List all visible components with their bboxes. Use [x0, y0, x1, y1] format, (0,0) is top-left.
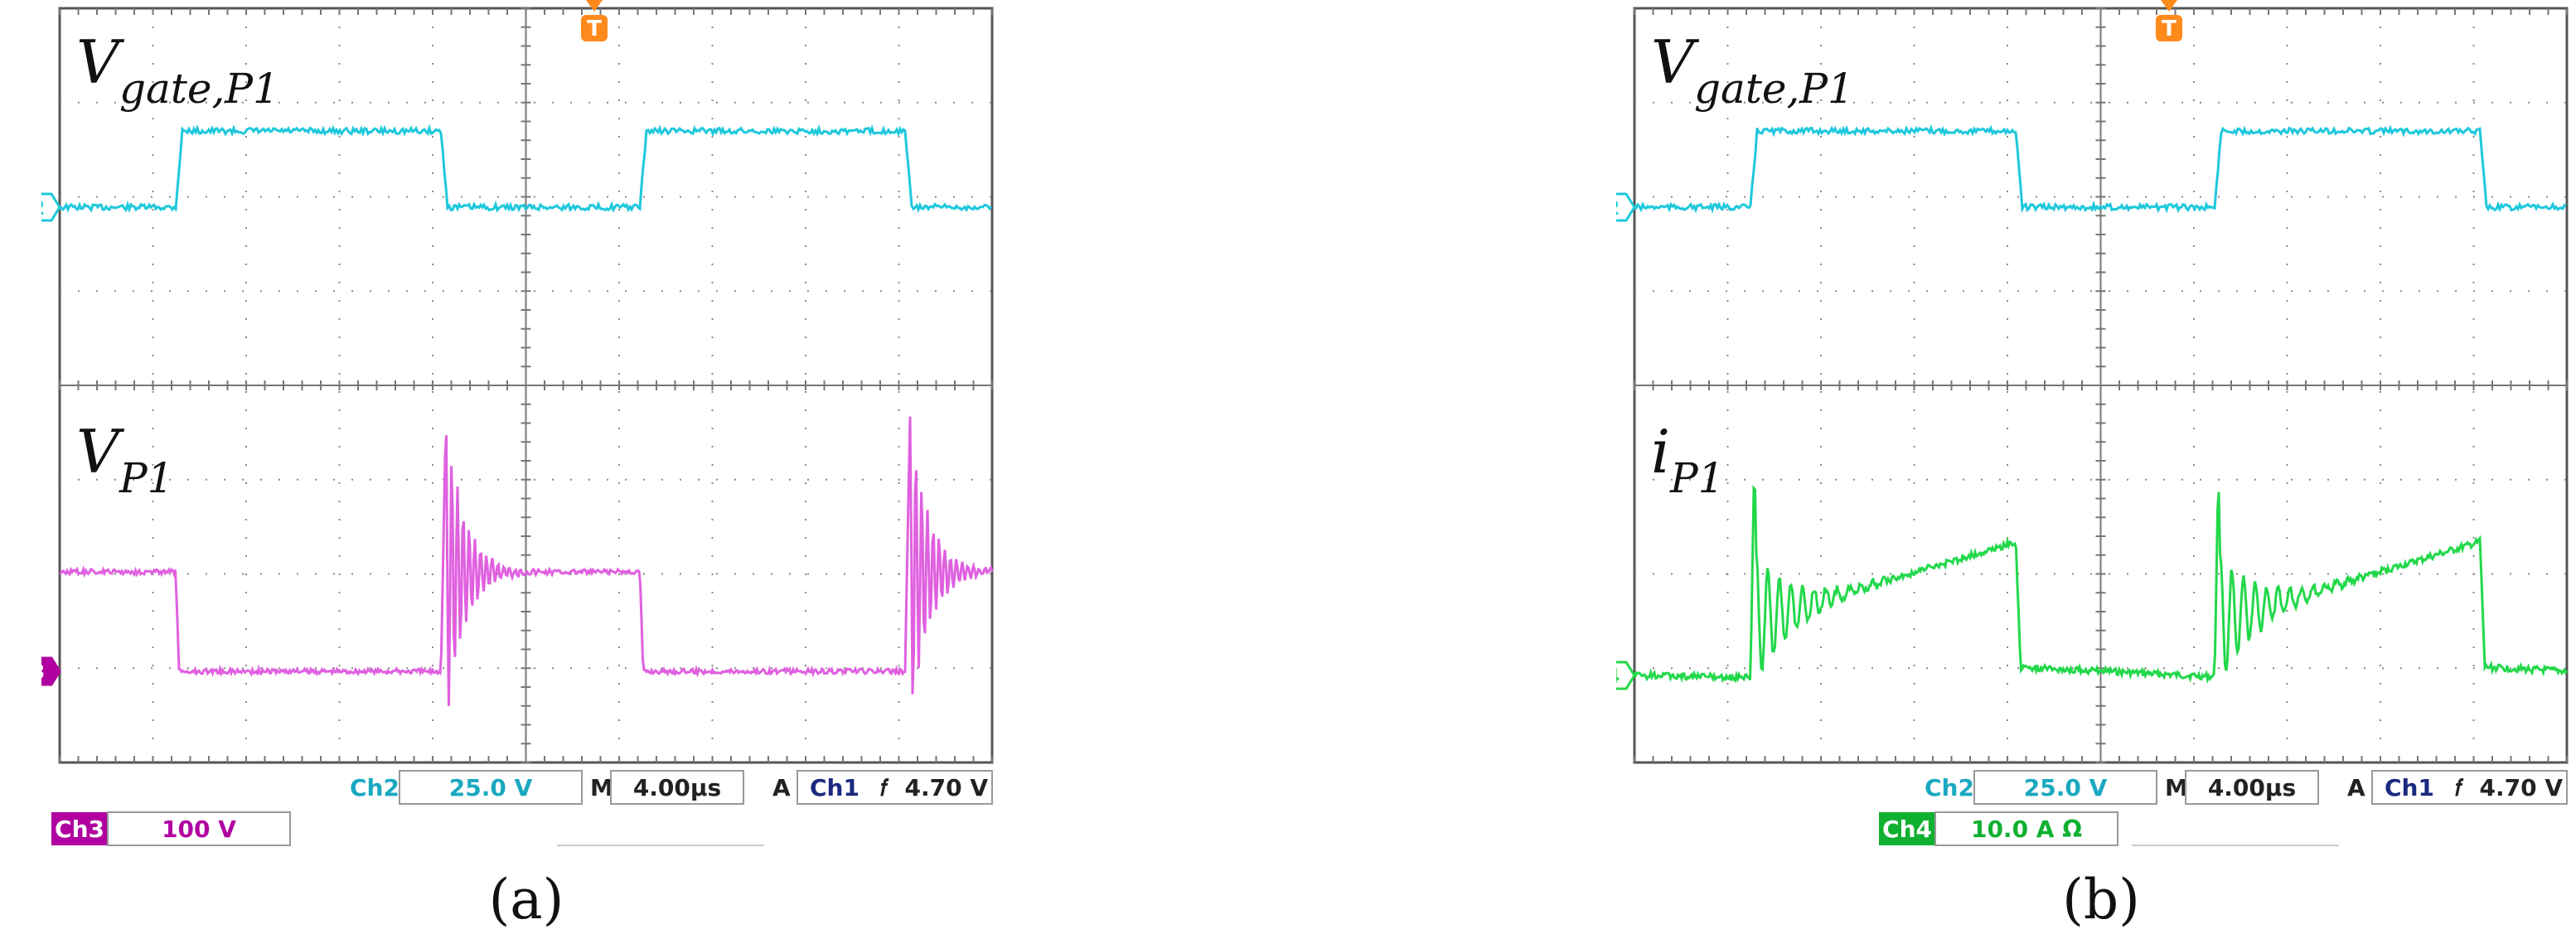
trace-ch-bottom	[59, 416, 994, 706]
panel-label: (b)	[2062, 868, 2140, 932]
channel-marker-top: 2	[1616, 192, 1636, 222]
scope-panel-b: T 2 4 Vgate,P1 iP1 Ch2 25.0 V M 4.00µs A Ch1 𝑓 4.70 …	[1616, 0, 2576, 939]
status-m-label: M	[2165, 774, 2188, 801]
channel-marker-bottom: 4	[1616, 661, 1636, 690]
status-trig-mode: A	[772, 774, 791, 801]
status-ch-b-value: 10.0 A Ω	[1971, 816, 2082, 843]
status-ch-a-name: Ch2	[350, 774, 399, 801]
scope-svg-0: T 2 3 Vgate,P1 VP1 Ch2 25.0 V M 4.00µs A Ch1 𝑓 4.70 …	[41, 0, 994, 932]
status-ch-b-name: Ch4	[1882, 816, 1932, 843]
trigger-marker-icon: T	[2156, 0, 2182, 41]
svg-text:T: T	[587, 17, 602, 41]
status-timebase: 4.00µs	[633, 774, 721, 801]
channel-marker-bottom: 3	[41, 656, 61, 686]
status-timebase: 4.00µs	[2208, 774, 2296, 801]
status-m-label: M	[590, 774, 613, 801]
trace-ch-top	[1634, 124, 2567, 214]
status-trig-mode: A	[2347, 774, 2365, 801]
status-trig-src: Ch1	[2385, 774, 2434, 801]
status-trig-level: 4.70 V	[904, 774, 988, 801]
channel-label-bottom: VP1	[76, 417, 173, 502]
status-ch-b-value: 100 V	[162, 816, 236, 843]
status-trig-level: 4.70 V	[2479, 774, 2563, 801]
trace-ch-top	[59, 123, 993, 214]
scope-svg-1: T 2 4 Vgate,P1 iP1 Ch2 25.0 V M 4.00µs A Ch1 𝑓 4.70 …	[1616, 0, 2569, 932]
svg-text:4: 4	[1616, 665, 1620, 688]
trigger-marker-icon: T	[581, 0, 608, 41]
status-ch-b-name: Ch3	[55, 816, 104, 843]
channel-label-top: Vgate,P1	[1651, 27, 1854, 113]
status-ch-a-value: 25.0 V	[449, 774, 533, 801]
scope-panel-a: T 2 3 Vgate,P1 VP1 Ch2 25.0 V M 4.00µs A Ch1 𝑓 4.70 …	[41, 0, 1077, 939]
svg-text:T: T	[2162, 17, 2177, 41]
panel-label: (a)	[489, 868, 564, 932]
channel-label-top: Vgate,P1	[76, 27, 279, 113]
graticule	[59, 7, 993, 763]
channel-label-bottom: iP1	[1651, 417, 1725, 502]
channel-marker-top: 2	[41, 192, 61, 222]
graticule	[1634, 7, 2568, 763]
status-trig-slope: 𝑓	[880, 774, 889, 801]
status-trig-src: Ch1	[810, 774, 859, 801]
status-trig-slope: 𝑓	[2455, 774, 2464, 801]
trace-ch-bottom	[1633, 485, 2569, 685]
status-ch-a-name: Ch2	[1925, 774, 1974, 801]
status-ch-a-value: 25.0 V	[2024, 774, 2108, 801]
svg-text:2: 2	[41, 196, 45, 220]
svg-text:3: 3	[41, 661, 45, 684]
svg-text:2: 2	[1616, 196, 1620, 220]
